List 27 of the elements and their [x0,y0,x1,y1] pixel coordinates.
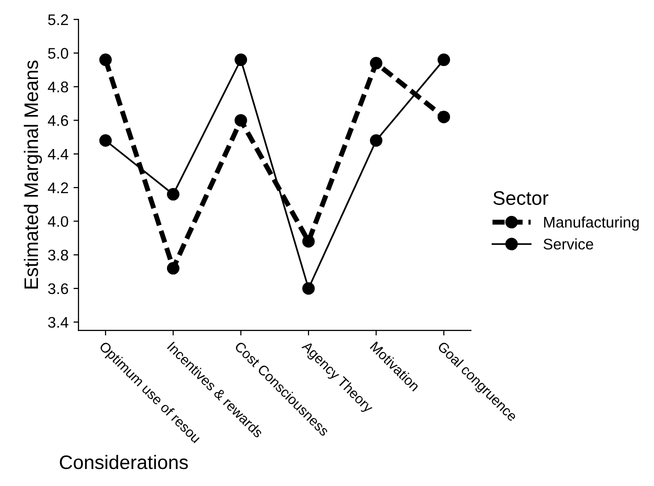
legend-label: Service [544,238,594,250]
point [438,110,450,124]
x-axis-title: Considerations [60,454,188,470]
point [370,134,382,147]
y-tick-label: 4.4 [48,148,68,160]
point [99,134,112,147]
legend-label: Manufacturing [544,216,639,231]
point [302,235,315,248]
point [302,282,315,295]
point [234,54,248,66]
y-tick-label: 5.2 [48,14,68,26]
y-axis-title: Estimated Marginal Means [24,60,42,288]
y-tick-label: 3.4 [48,316,68,328]
point [370,56,382,70]
point [166,188,180,201]
y-tick-label: 4.2 [48,182,68,194]
point [166,262,180,275]
y-tick-label: 5.0 [48,48,68,59]
y-tick-label: 3.6 [48,283,68,294]
y-tick-label: 4.8 [48,82,68,92]
point [234,114,248,127]
legend-title: Sector [493,191,548,205]
y-tick-label: 3.8 [48,250,68,261]
point [99,54,112,66]
y-tick-label: 4.6 [48,115,68,126]
y-tick-label: 4.0 [48,216,68,227]
point [438,54,450,66]
